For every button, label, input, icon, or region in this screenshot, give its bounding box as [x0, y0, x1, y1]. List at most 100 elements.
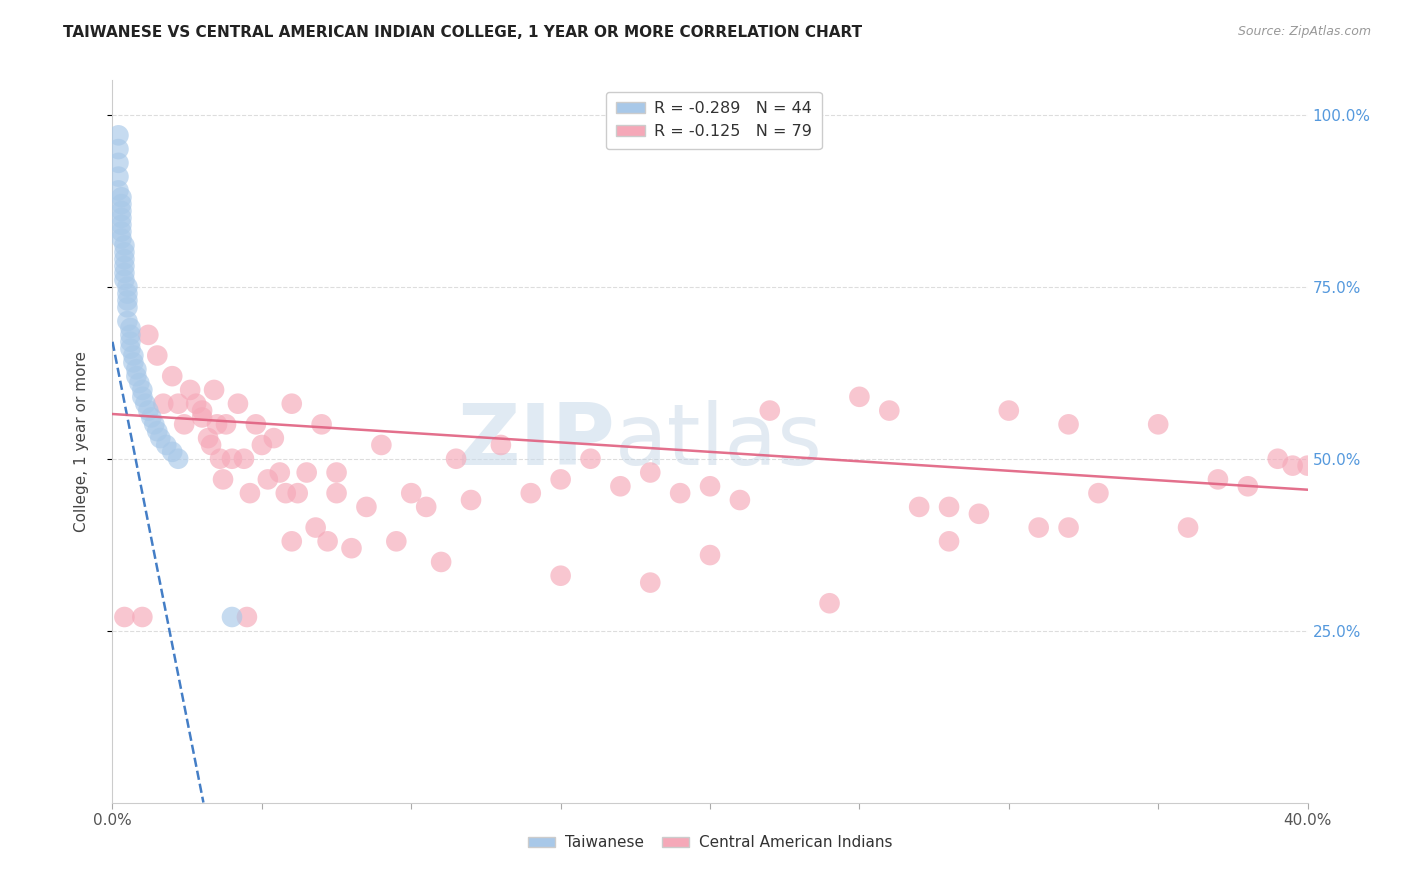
Point — [209, 451, 232, 466]
Point — [120, 342, 142, 356]
Point — [191, 410, 214, 425]
Point — [143, 417, 166, 432]
Point — [640, 466, 662, 480]
Point — [110, 211, 132, 225]
Point — [1267, 451, 1289, 466]
Point — [221, 610, 243, 624]
Point — [221, 451, 243, 466]
Point — [138, 403, 160, 417]
Point — [239, 486, 262, 500]
Point — [908, 500, 931, 514]
Point — [110, 197, 132, 211]
Point — [967, 507, 990, 521]
Point — [325, 466, 347, 480]
Point — [281, 397, 304, 411]
Point — [152, 397, 174, 411]
Point — [202, 383, 225, 397]
Point — [107, 183, 129, 197]
Point — [305, 520, 328, 534]
Point — [287, 486, 309, 500]
Point — [120, 321, 142, 335]
Point — [325, 486, 347, 500]
Point — [938, 534, 960, 549]
Legend: Taiwanese, Central American Indians: Taiwanese, Central American Indians — [522, 830, 898, 856]
Point — [699, 548, 721, 562]
Point — [114, 259, 135, 273]
Point — [141, 410, 163, 425]
Point — [149, 431, 172, 445]
Point — [110, 218, 132, 232]
Point — [128, 376, 150, 390]
Point — [1206, 472, 1229, 486]
Point — [110, 231, 132, 245]
Text: Source: ZipAtlas.com: Source: ZipAtlas.com — [1237, 25, 1371, 38]
Point — [236, 610, 259, 624]
Point — [117, 293, 139, 308]
Point — [215, 417, 238, 432]
Point — [131, 383, 153, 397]
Point — [1237, 479, 1260, 493]
Point — [1281, 458, 1303, 473]
Point — [818, 596, 841, 610]
Point — [117, 279, 139, 293]
Point — [998, 403, 1021, 417]
Point — [489, 438, 512, 452]
Point — [257, 472, 280, 486]
Text: TAIWANESE VS CENTRAL AMERICAN INDIAN COLLEGE, 1 YEAR OR MORE CORRELATION CHART: TAIWANESE VS CENTRAL AMERICAN INDIAN COL… — [63, 25, 862, 40]
Point — [134, 397, 156, 411]
Point — [520, 486, 543, 500]
Point — [167, 397, 190, 411]
Point — [233, 451, 256, 466]
Point — [155, 438, 177, 452]
Point — [579, 451, 602, 466]
Point — [212, 472, 235, 486]
Point — [117, 286, 139, 301]
Point — [640, 575, 662, 590]
Point — [281, 534, 304, 549]
Point — [107, 142, 129, 156]
Point — [669, 486, 692, 500]
Point — [550, 472, 572, 486]
Point — [117, 314, 139, 328]
Point — [316, 534, 339, 549]
Point — [107, 156, 129, 170]
Point — [117, 301, 139, 315]
Point — [430, 555, 453, 569]
Point — [609, 479, 631, 493]
Point — [146, 349, 169, 363]
Point — [114, 273, 135, 287]
Text: atlas: atlas — [614, 400, 823, 483]
Point — [125, 362, 148, 376]
Point — [401, 486, 423, 500]
Point — [250, 438, 273, 452]
Point — [1028, 520, 1050, 534]
Point — [1296, 458, 1319, 473]
Point — [107, 169, 129, 184]
Point — [356, 500, 378, 514]
Point — [460, 493, 482, 508]
Point — [114, 252, 135, 267]
Y-axis label: College, 1 year or more: College, 1 year or more — [75, 351, 89, 532]
Point — [699, 479, 721, 493]
Point — [146, 424, 169, 438]
Point — [1087, 486, 1109, 500]
Point — [1057, 520, 1080, 534]
Point — [415, 500, 437, 514]
Text: ZIP: ZIP — [457, 400, 614, 483]
Point — [263, 431, 285, 445]
Point — [179, 383, 201, 397]
Point — [269, 466, 291, 480]
Point — [107, 128, 129, 143]
Point — [173, 417, 195, 432]
Point — [848, 390, 870, 404]
Point — [274, 486, 297, 500]
Point — [385, 534, 408, 549]
Point — [226, 397, 249, 411]
Point — [114, 266, 135, 280]
Point — [114, 245, 135, 260]
Point — [245, 417, 267, 432]
Point — [186, 397, 208, 411]
Point — [120, 327, 142, 342]
Point — [1177, 520, 1199, 534]
Point — [122, 355, 145, 369]
